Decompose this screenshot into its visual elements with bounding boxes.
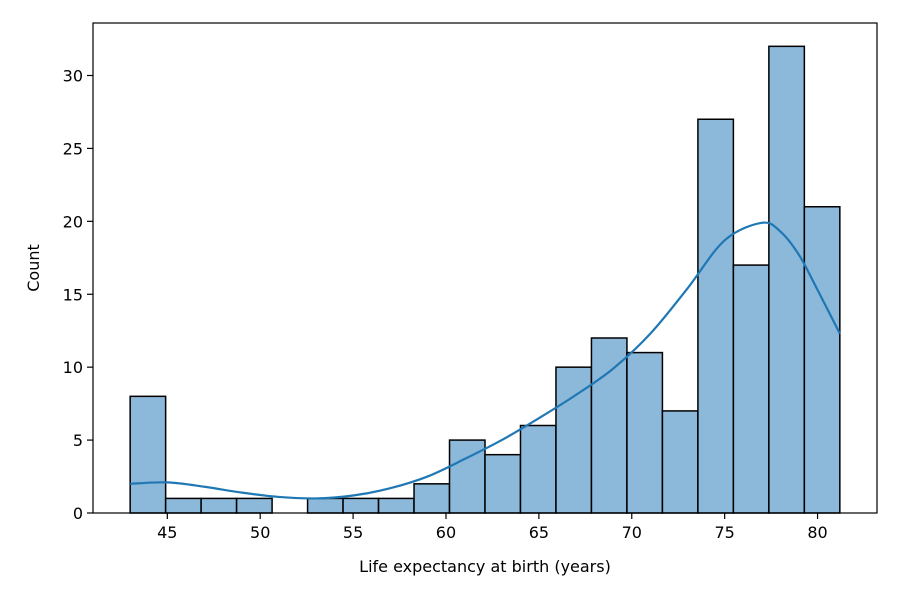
x-tick-label: 45	[157, 523, 177, 542]
histogram-bar	[519, 424, 557, 514]
histogram-bar	[768, 45, 806, 514]
histogram-bar	[697, 118, 735, 514]
y-tick-label: 30	[63, 67, 83, 86]
histogram-bar	[164, 497, 202, 514]
x-axis-label: Life expectancy at birth (years)	[359, 557, 611, 576]
x-tick-label: 65	[529, 523, 549, 542]
histogram-bar	[555, 366, 593, 514]
y-tick-label: 10	[63, 358, 83, 377]
kde-layer	[130, 221, 841, 500]
histogram-bar	[235, 497, 273, 514]
x-tick-label: 55	[343, 523, 363, 542]
x-tick-label: 80	[807, 523, 827, 542]
histogram-bar	[342, 497, 380, 514]
histogram-bar	[413, 483, 451, 514]
histogram-bar	[732, 264, 770, 514]
histogram-bar	[306, 497, 344, 514]
histogram-bar	[626, 351, 664, 514]
y-tick-label: 25	[63, 139, 83, 158]
x-tick-label: 50	[250, 523, 270, 542]
y-tick-label: 5	[73, 431, 83, 450]
histogram-bar	[661, 410, 699, 514]
y-axis-label: Count	[24, 244, 43, 292]
histogram-bar	[803, 206, 841, 514]
bars-layer	[129, 45, 841, 514]
histogram-bar	[590, 337, 628, 514]
plot-frame	[92, 22, 878, 514]
histogram-bar	[377, 497, 415, 514]
y-tick-label: 0	[73, 504, 83, 523]
histogram-bar	[200, 497, 238, 514]
histogram-bar	[484, 453, 522, 514]
histogram-bar	[129, 395, 167, 514]
x-tick-label: 60	[436, 523, 456, 542]
x-axis-ticks: 45 50 55 60 65 70 75 80	[157, 513, 828, 542]
kde-line	[130, 221, 841, 500]
y-tick-label: 15	[63, 285, 83, 304]
x-tick-label: 70	[622, 523, 642, 542]
y-tick-label: 20	[63, 212, 83, 231]
y-axis-ticks: 0 5 10 15 20 25 30	[63, 67, 93, 523]
x-tick-label: 75	[714, 523, 734, 542]
